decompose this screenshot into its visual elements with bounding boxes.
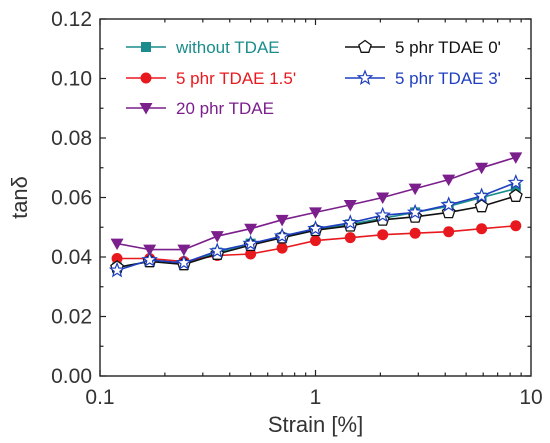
plot-layer — [108, 152, 524, 278]
legend-label: 5 phr TDAE 0' — [395, 38, 501, 57]
legend: without TDAE 5 phr TDAE 1.5' 20 phr TDAE 5 … — [126, 38, 501, 118]
data-point — [108, 261, 126, 278]
data-point — [275, 214, 289, 227]
legend-marker — [356, 69, 374, 86]
data-point — [175, 254, 193, 270]
data-point — [443, 226, 455, 238]
data-point — [210, 231, 224, 243]
x-tick-label: 10 — [519, 386, 542, 409]
data-point — [111, 252, 123, 264]
data-point — [507, 173, 524, 190]
data-point — [273, 227, 291, 244]
y-tick-label: 0.12 — [51, 8, 92, 31]
data-point — [309, 207, 322, 219]
y-tick-label: 0.04 — [51, 246, 92, 269]
data-point — [310, 235, 321, 247]
data-point — [408, 183, 422, 196]
legend-item: without TDAE — [126, 38, 280, 57]
data-point — [377, 229, 389, 241]
data-point — [442, 174, 456, 187]
y-tick-label: 0.02 — [51, 306, 92, 329]
data-point — [341, 214, 359, 230]
data-point — [110, 238, 124, 251]
legend-item: 5 phr TDAE 1.5' — [126, 69, 296, 88]
legend-label: 5 phr TDAE 1.5' — [176, 69, 296, 88]
y-tick-label: 0.00 — [51, 365, 92, 388]
data-point — [508, 188, 523, 202]
legend-label: 20 phr TDAE — [176, 99, 274, 118]
data-point — [376, 192, 390, 204]
data-point — [244, 223, 258, 236]
axes-layer: 0.00 0.02 0.04 0.06 0.08 0.10 0.12 0.1 1 10 — [51, 8, 543, 409]
data-point — [474, 199, 489, 213]
data-point — [473, 187, 490, 204]
legend-item: 5 phr TDAE 0' — [345, 38, 501, 57]
data-point — [409, 227, 421, 239]
data-point — [406, 203, 424, 220]
legend-marker — [141, 42, 151, 52]
data-point — [343, 199, 357, 212]
data-point — [510, 183, 521, 194]
y-axis-label: tanδ — [7, 176, 32, 219]
data-point — [141, 251, 158, 267]
data-point — [440, 196, 457, 212]
y-tick-label: 0.10 — [51, 68, 92, 91]
data-point — [276, 242, 288, 254]
legend-marker — [139, 103, 153, 115]
legend-item: 5 phr TDAE 3' — [345, 69, 501, 88]
y-tick-label: 0.06 — [51, 187, 92, 210]
data-point — [242, 234, 259, 251]
data-point — [307, 220, 324, 236]
data-point — [245, 248, 257, 260]
data-point — [509, 152, 523, 164]
series-2 — [110, 152, 523, 257]
series-4 — [108, 173, 524, 278]
legend-item: 20 phr TDAE — [126, 99, 274, 118]
x-tick-label: 1 — [310, 386, 322, 409]
data-point — [475, 162, 489, 175]
data-point — [476, 223, 488, 235]
legend-marker — [140, 72, 152, 84]
data-point — [374, 206, 391, 223]
x-axis-label: Strain [%] — [268, 412, 363, 437]
data-point — [209, 242, 226, 259]
data-point — [177, 244, 191, 257]
legend-marker — [358, 39, 372, 53]
data-point — [510, 220, 522, 232]
data-point — [143, 244, 157, 257]
legend-label: without TDAE — [175, 38, 280, 57]
data-point — [344, 232, 356, 244]
legend-label: 5 phr TDAE 3' — [395, 69, 501, 88]
x-tick-label: 0.1 — [85, 386, 114, 409]
y-tick-label: 0.08 — [51, 127, 92, 150]
